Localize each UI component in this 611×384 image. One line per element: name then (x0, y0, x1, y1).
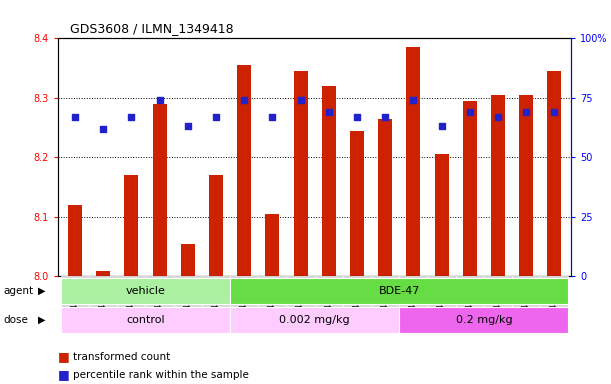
Text: GSM496418: GSM496418 (465, 279, 474, 325)
Bar (315, 276, 343, 321)
Point (211, 114, 221, 120)
Text: vehicle: vehicle (125, 286, 166, 296)
Point (352, 114, 362, 120)
Text: ▶: ▶ (38, 286, 45, 296)
Text: GSM496411: GSM496411 (268, 279, 277, 325)
Text: 0.2 mg/kg: 0.2 mg/kg (456, 314, 512, 325)
Point (70, 114, 80, 120)
Bar (89, 276, 117, 321)
Point (380, 114, 390, 120)
Bar (293, 71, 307, 276)
Bar (343, 276, 371, 321)
Text: percentile rank within the sample: percentile rank within the sample (73, 370, 249, 380)
Bar (519, 95, 533, 276)
Text: GSM496405: GSM496405 (98, 279, 108, 325)
Text: BDE-47: BDE-47 (379, 286, 420, 296)
Bar (287, 276, 315, 321)
Text: ■: ■ (58, 369, 70, 382)
Text: transformed count: transformed count (73, 351, 170, 362)
Point (126, 114, 136, 120)
Point (240, 97, 249, 103)
Bar (350, 131, 364, 276)
Text: GSM496416: GSM496416 (409, 279, 418, 325)
Text: GSM496407: GSM496407 (155, 279, 164, 325)
Bar (237, 65, 251, 276)
Text: GSM496409: GSM496409 (211, 279, 221, 325)
Text: GSM496412: GSM496412 (296, 279, 305, 325)
Text: GSM496420: GSM496420 (522, 279, 531, 325)
Text: GDS3608 / ILMN_1349418: GDS3608 / ILMN_1349418 (70, 22, 234, 35)
Text: 0.002 mg/kg: 0.002 mg/kg (279, 314, 350, 325)
Bar (230, 276, 258, 321)
Bar (61, 276, 89, 321)
Bar (258, 276, 287, 321)
Bar (117, 276, 145, 321)
Point (549, 109, 559, 115)
Point (268, 114, 277, 120)
Bar (463, 101, 477, 276)
Point (409, 97, 419, 103)
Bar (174, 276, 202, 321)
Bar (322, 86, 336, 276)
Bar (484, 276, 512, 321)
Bar (153, 104, 167, 276)
Bar (181, 244, 195, 276)
Text: GSM496408: GSM496408 (183, 279, 192, 325)
Text: control: control (126, 314, 165, 325)
Bar (428, 276, 456, 321)
Bar (202, 276, 230, 321)
Text: GSM496406: GSM496406 (127, 279, 136, 325)
Bar (209, 175, 223, 276)
Text: GSM496414: GSM496414 (353, 279, 362, 325)
Point (437, 123, 447, 129)
Point (465, 109, 475, 115)
Bar (230, 278, 568, 304)
Text: ■: ■ (58, 350, 70, 363)
Bar (540, 276, 568, 321)
Bar (124, 175, 139, 276)
Point (296, 97, 306, 103)
Point (155, 97, 164, 103)
Bar (230, 307, 399, 333)
Text: GSM496410: GSM496410 (240, 279, 249, 325)
Bar (68, 205, 82, 276)
Text: GSM496421: GSM496421 (550, 279, 559, 325)
Text: agent: agent (3, 286, 33, 296)
Bar (456, 276, 484, 321)
Point (98, 126, 108, 132)
Bar (399, 276, 428, 321)
Bar (399, 307, 568, 333)
Text: GSM496415: GSM496415 (381, 279, 390, 325)
Bar (96, 270, 110, 276)
Bar (61, 307, 230, 333)
Point (521, 109, 531, 115)
Bar (547, 71, 562, 276)
Bar (371, 276, 399, 321)
Text: GSM496404: GSM496404 (70, 279, 79, 325)
Point (493, 114, 503, 120)
Bar (434, 154, 448, 276)
Point (324, 109, 334, 115)
Bar (406, 47, 420, 276)
Text: GSM496413: GSM496413 (324, 279, 333, 325)
Bar (491, 95, 505, 276)
Bar (61, 278, 230, 304)
Point (183, 123, 192, 129)
Text: ▶: ▶ (38, 314, 45, 325)
Bar (265, 214, 279, 276)
Text: GSM496419: GSM496419 (494, 279, 502, 325)
Bar (145, 276, 174, 321)
Text: dose: dose (3, 314, 28, 325)
Text: GSM496417: GSM496417 (437, 279, 446, 325)
Bar (512, 276, 540, 321)
Bar (378, 119, 392, 276)
